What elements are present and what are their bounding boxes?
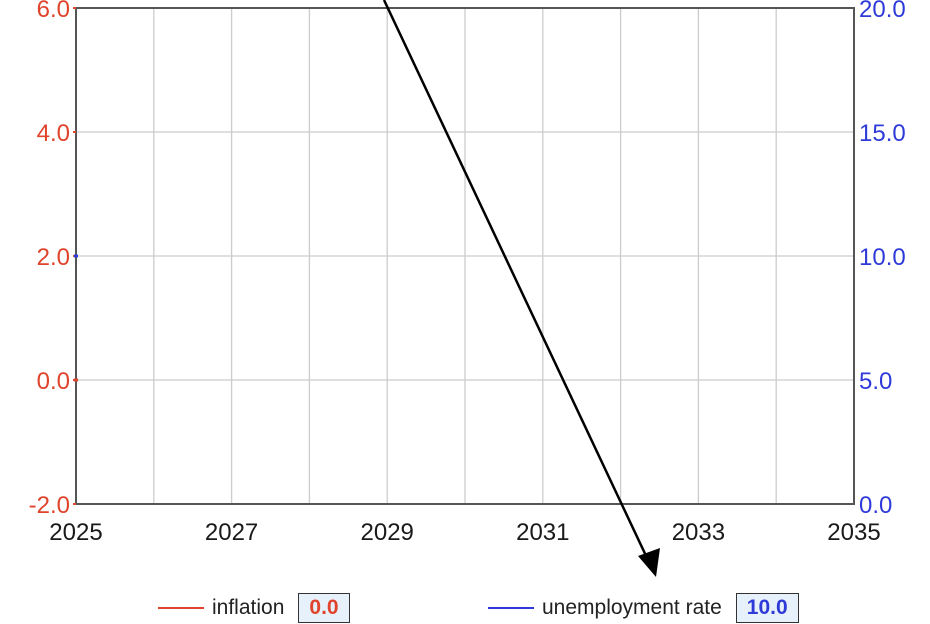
- right-axis-tick-label: 5.0: [859, 368, 892, 395]
- x-axis-tick-label: 2025: [49, 519, 102, 546]
- inflation-value-readout: 0.0: [298, 593, 350, 623]
- x-axis-tick-label: 2029: [361, 519, 414, 546]
- unemployment-legend-line-icon: [488, 607, 534, 609]
- legend-label-inflation: inflation: [212, 596, 285, 619]
- dual-axis-line-chart: 6.0 4.0 2.0 0.0 -2.0 20.0 15.0 10.0 5.0 0.0 2025 20…: [29, 0, 906, 577]
- axis-ticks: 6.0 4.0 2.0 0.0 -2.0 20.0 15.0 10.0 5.0 0.0 2025 20…: [29, 0, 906, 546]
- grid-lines: [76, 8, 854, 504]
- right-axis-tick-label: 20.0: [859, 0, 906, 23]
- left-axis-tick-label: 4.0: [37, 120, 70, 147]
- left-axis-tick-label: 0.0: [37, 368, 70, 395]
- annotation-arrow: [382, 0, 660, 577]
- arrow-shaft: [382, 0, 650, 561]
- right-axis-tick-label: 0.0: [859, 492, 892, 519]
- left-axis-tick-label: 6.0: [37, 0, 70, 23]
- left-axis-tick-label: -2.0: [29, 492, 70, 519]
- x-axis-tick-label: 2035: [827, 519, 880, 546]
- right-axis-tick-label: 15.0: [859, 120, 906, 147]
- inflation-legend-line-icon: [158, 607, 204, 609]
- x-axis-tick-label: 2033: [672, 519, 725, 546]
- left-axis-tick-label: 2.0: [37, 244, 70, 271]
- series-markers: [74, 254, 78, 382]
- x-axis-tick-label: 2027: [205, 519, 258, 546]
- legend-unemployment-rate: unemployment rate 10.0: [488, 592, 799, 624]
- legend-label-unemployment-rate: unemployment rate: [542, 596, 722, 619]
- arrow-head: [638, 548, 660, 577]
- x-axis-tick-label: 2031: [516, 519, 569, 546]
- legend-inflation: inflation 0.0: [158, 592, 350, 624]
- unemployment-value-readout: 10.0: [735, 593, 799, 623]
- right-axis-tick-label: 10.0: [859, 244, 906, 271]
